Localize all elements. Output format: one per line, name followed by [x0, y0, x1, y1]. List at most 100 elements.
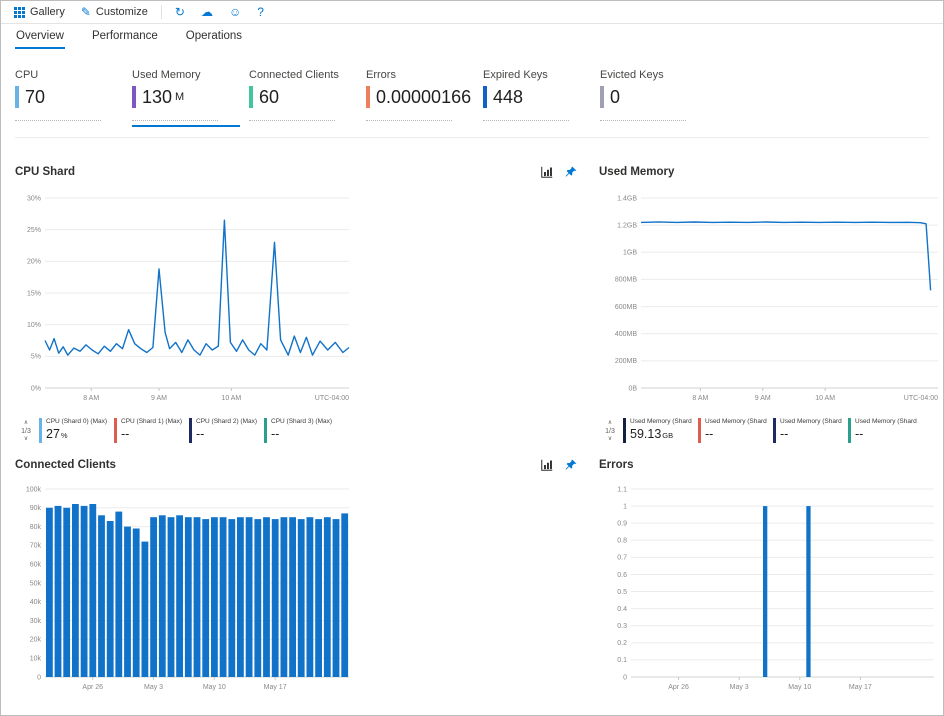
- chart-title: CPU Shard: [15, 166, 76, 178]
- used-memory-chart: 0B 200MB 400MB 600MB 800MB 1GB 1.2GB 1.4GB 8 AM 9…: [615, 195, 938, 402]
- metric-color-bar: [249, 86, 253, 108]
- chart-title: Connected Clients: [15, 459, 116, 471]
- y-tick-label: 80k: [30, 524, 42, 531]
- connected-clients-chart: 0 10k 20k 30k 40k 50k 60k 70k 80k 90k 100k Apr 26 Ma…: [26, 486, 349, 691]
- legend-item[interactable]: Used Memory (Shard 0... 59.13GB: [623, 418, 696, 443]
- y-tick-label: 0.8: [617, 538, 627, 545]
- metric-value: 70: [25, 86, 46, 107]
- bar: [341, 513, 349, 677]
- y-tick-label: 0.4: [617, 606, 627, 613]
- legend-item[interactable]: Used Memory (Shard 3... --: [848, 418, 921, 443]
- tile-sparkline: [483, 120, 569, 121]
- bar: [158, 515, 166, 677]
- bar: [115, 511, 123, 677]
- tile-sparkline: [132, 120, 218, 121]
- y-tick-label: 20k: [30, 637, 42, 644]
- metric-tile-expired-keys[interactable]: Expired Keys 448: [483, 69, 600, 127]
- legend-label: CPU (Shard 2) (Max): [196, 418, 258, 425]
- legend-color-swatch: [848, 418, 851, 443]
- y-tick-label: 0B: [628, 385, 637, 392]
- metric-tile-errors[interactable]: Errors 0.00000166: [366, 69, 483, 127]
- metric-tile-connected-clients[interactable]: Connected Clients 60: [249, 69, 366, 127]
- legend-label: Used Memory (Shard 1...: [705, 418, 767, 425]
- metric-value: 448: [493, 86, 524, 107]
- metric-tile-cpu[interactable]: CPU 70: [15, 69, 132, 127]
- y-tick-label: 10%: [27, 322, 41, 329]
- y-tick-label: 25%: [27, 227, 41, 234]
- metric-color-bar: [15, 86, 19, 108]
- open-in-metrics-icon[interactable]: [541, 166, 553, 178]
- tab-performance[interactable]: Performance: [91, 30, 158, 42]
- smiley-icon: ☺: [228, 5, 242, 19]
- legend-item[interactable]: CPU (Shard 0) (Max) 27%: [39, 418, 112, 443]
- legend-prev-button[interactable]: ∧: [607, 420, 613, 426]
- metric-tile-used-memory[interactable]: Used Memory 130 M: [132, 69, 249, 127]
- pin-icon[interactable]: [565, 166, 577, 178]
- legend-value: --: [196, 427, 205, 441]
- metric-tile-label: CPU: [15, 69, 39, 81]
- y-tick-label: 0%: [31, 385, 41, 392]
- tab-operations[interactable]: Operations: [185, 30, 243, 42]
- bar: [176, 515, 183, 677]
- y-tick-label: 0.9: [617, 520, 627, 527]
- chart-title: Errors: [599, 459, 634, 471]
- legend-value: --: [780, 427, 789, 441]
- gallery-grid-icon: [14, 6, 25, 18]
- y-tick-label: 10k: [30, 656, 42, 663]
- pin-icon[interactable]: [565, 459, 577, 471]
- customize-button[interactable]: ✎ Customize: [74, 3, 155, 21]
- y-tick-label: 800MB: [615, 277, 638, 284]
- bar: [46, 507, 53, 677]
- legend-prev-button[interactable]: ∧: [23, 420, 29, 426]
- legend-value: 59.13: [630, 427, 662, 441]
- toolbar-separator: [160, 5, 162, 19]
- tile-sparkline: [600, 120, 686, 121]
- legend-value: --: [121, 427, 130, 441]
- top-toolbar: Gallery ✎ Customize ↻ ☁ ☺ ?: [1, 1, 943, 24]
- bar: [72, 504, 79, 677]
- legend-next-button[interactable]: ∨: [607, 436, 613, 442]
- bar: [806, 506, 811, 677]
- pencil-icon: ✎: [80, 5, 91, 19]
- metric-tile-label: Errors: [366, 69, 396, 81]
- legend-item[interactable]: CPU (Shard 2) (Max) --: [189, 418, 262, 443]
- legend-unit: GB: [662, 431, 674, 440]
- metric-color-bar: [366, 86, 370, 108]
- refresh-button[interactable]: ↻: [168, 3, 192, 21]
- metric-value: 60: [259, 86, 280, 107]
- customize-button-label: Customize: [95, 6, 148, 18]
- legend-label: CPU (Shard 3) (Max): [271, 418, 333, 425]
- y-tick-label: 90k: [30, 505, 42, 512]
- bar: [323, 517, 331, 677]
- share-button[interactable]: ☁: [194, 3, 220, 21]
- legend-next-button[interactable]: ∨: [23, 436, 29, 442]
- bar: [289, 517, 296, 677]
- legend-item[interactable]: Used Memory (Shard 1... --: [698, 418, 771, 443]
- legend-label: Used Memory (Shard 3...: [855, 418, 917, 425]
- metric-tile-evicted-keys[interactable]: Evicted Keys 0: [600, 69, 717, 127]
- gallery-button[interactable]: Gallery: [7, 4, 72, 20]
- tab-overview[interactable]: Overview: [15, 26, 65, 49]
- legend-item[interactable]: CPU (Shard 3) (Max) --: [264, 418, 337, 443]
- metric-tile-label: Used Memory: [132, 69, 201, 81]
- open-in-metrics-icon[interactable]: [541, 459, 553, 471]
- utc-offset-label: UTC-04:00: [904, 395, 938, 402]
- y-tick-label: 0: [623, 674, 627, 681]
- help-button[interactable]: ?: [250, 3, 271, 21]
- y-tick-label: 400MB: [615, 331, 638, 338]
- bar: [184, 517, 192, 677]
- feedback-button[interactable]: ☺: [222, 3, 248, 21]
- bar: [193, 517, 201, 677]
- y-tick-label: 70k: [30, 543, 42, 550]
- legend-item[interactable]: Used Memory (Shard 2... --: [773, 418, 846, 443]
- tile-selected-indicator: [132, 125, 240, 127]
- legend-value: --: [271, 427, 280, 441]
- x-tick-label: 8 AM: [692, 395, 708, 402]
- series-line: [640, 221, 932, 291]
- legend-item[interactable]: CPU (Shard 1) (Max) --: [114, 418, 187, 443]
- x-tick-label: 8 AM: [83, 395, 99, 402]
- bar: [228, 519, 236, 677]
- y-tick-label: 200MB: [615, 358, 638, 365]
- legend-label: CPU (Shard 0) (Max): [46, 418, 108, 425]
- y-tick-label: 0.2: [617, 640, 627, 647]
